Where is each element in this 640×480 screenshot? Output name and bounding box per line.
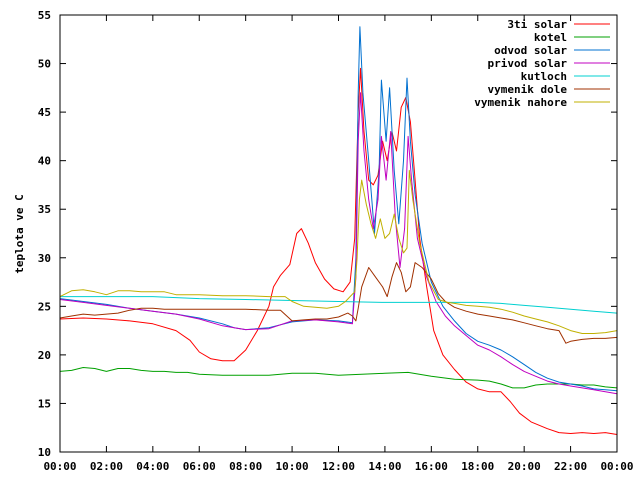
- x-tick-label: 04:00: [136, 460, 169, 473]
- legend-label: vymenik nahore: [474, 96, 567, 109]
- x-tick-label: 20:00: [508, 460, 541, 473]
- x-tick-label: 22:00: [554, 460, 587, 473]
- legend-label: vymenik dole: [488, 83, 568, 96]
- x-tick-label: 00:00: [600, 460, 633, 473]
- y-tick-label: 50: [38, 58, 51, 71]
- y-tick-label: 10: [38, 446, 51, 459]
- y-tick-label: 20: [38, 349, 51, 362]
- series-line-vymenik-nahore: [59, 169, 618, 334]
- y-axis-label: teplota ve C: [13, 194, 26, 273]
- x-tick-label: 06:00: [183, 460, 216, 473]
- legend-label: kutloch: [521, 70, 567, 83]
- x-tick-label: 16:00: [415, 460, 448, 473]
- x-tick-label: 08:00: [229, 460, 262, 473]
- series-line-3ti-solar: [59, 67, 618, 435]
- x-tick-label: 14:00: [368, 460, 401, 473]
- y-tick-label: 45: [38, 106, 51, 119]
- y-tick-label: 55: [38, 9, 51, 22]
- y-tick-label: 30: [38, 252, 51, 265]
- series-line-kutloch: [60, 296, 618, 314]
- legend-label: odvod solar: [494, 44, 567, 57]
- series-line-vymenik-dole: [59, 262, 618, 344]
- legend-label: privod solar: [488, 57, 568, 70]
- legend-label: 3ti solar: [507, 18, 567, 31]
- x-tick-label: 02:00: [90, 460, 123, 473]
- y-tick-label: 25: [38, 300, 51, 313]
- y-tick-label: 40: [38, 155, 51, 168]
- x-tick-label: 10:00: [276, 460, 309, 473]
- y-tick-label: 35: [38, 203, 51, 216]
- plot-frame: [59, 14, 618, 453]
- y-tick-label: 15: [38, 397, 51, 410]
- series-line-kotel: [59, 367, 618, 389]
- series-lines: [59, 26, 618, 435]
- axis-ticks: 10 15 20 25 30 35 40 45 50 55 00:00 02:00 04:00 06:00…: [38, 9, 634, 473]
- series-line-privod-solar: [59, 92, 618, 395]
- x-tick-label: 12:00: [322, 460, 355, 473]
- x-tick-label: 00:00: [43, 460, 76, 473]
- x-tick-label: 18:00: [461, 460, 494, 473]
- legend-label: kotel: [534, 31, 567, 44]
